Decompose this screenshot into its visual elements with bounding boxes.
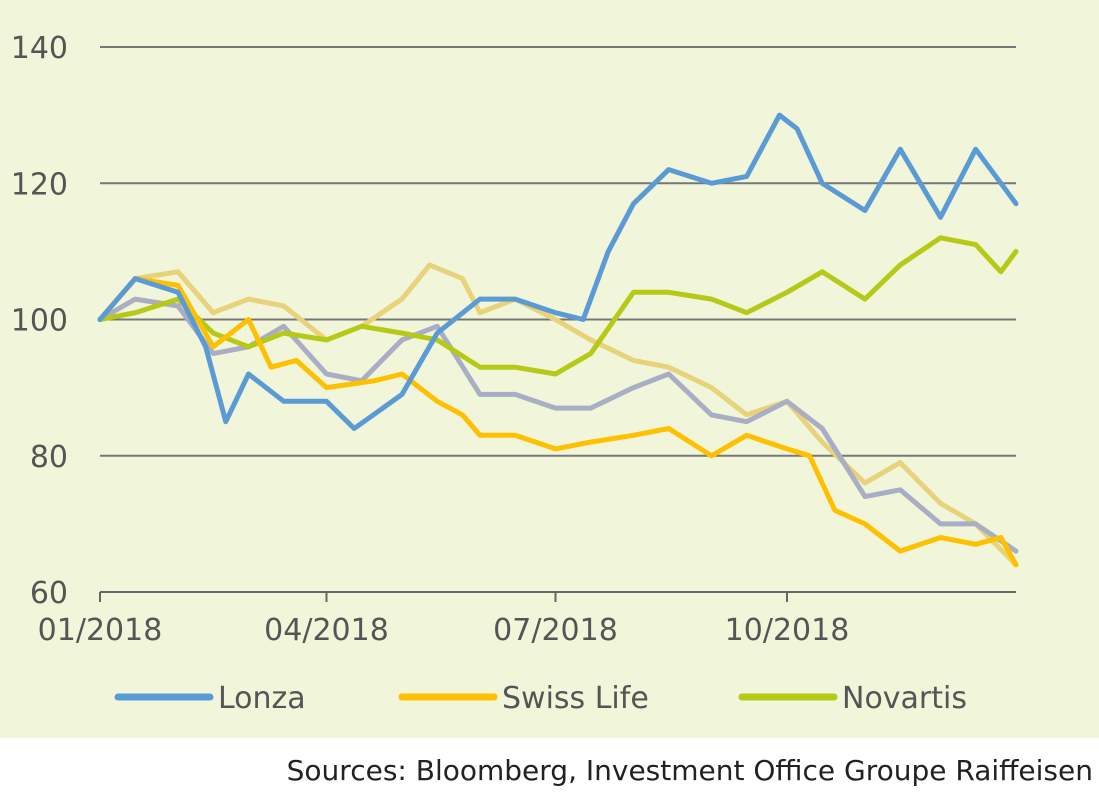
y-tick-label: 120 <box>11 167 68 202</box>
x-tick-label: 04/2018 <box>264 613 389 648</box>
legend-label: Novartis <box>842 681 967 716</box>
series-line-3 <box>97 296 1019 554</box>
series-line-1 <box>97 276 1019 568</box>
y-tick-label: 60 <box>30 576 68 611</box>
y-tick-label: 100 <box>11 304 68 339</box>
legend-label: Swiss Life <box>502 681 649 716</box>
series-line-0 <box>97 112 1019 431</box>
x-tick-label: 01/2018 <box>38 613 163 648</box>
x-tick-label: 07/2018 <box>493 613 618 648</box>
source-note: Sources: Bloomberg, Investment Office Gr… <box>286 754 1093 787</box>
y-tick-label: 80 <box>30 440 68 475</box>
series-line-2 <box>97 235 1019 377</box>
series-line-4 <box>97 262 1019 568</box>
x-tick-label: 10/2018 <box>725 613 850 648</box>
line-chart: 140 120 100 80 60 01/2018 04/2018 07/2018 10/20… <box>11 31 1019 716</box>
chart-area: 140 120 100 80 60 01/2018 04/2018 07/2018 10/20… <box>0 0 1099 738</box>
legend-label: Lonza <box>218 681 306 716</box>
y-tick-label: 140 <box>11 31 68 66</box>
